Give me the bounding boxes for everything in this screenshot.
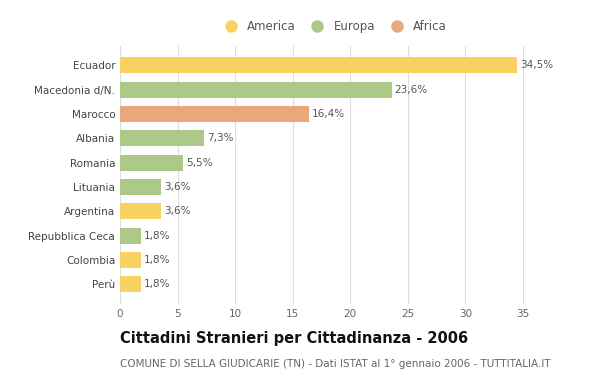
Bar <box>120 57 517 73</box>
Legend: America, Europa, Africa: America, Europa, Africa <box>214 15 452 38</box>
Text: COMUNE DI SELLA GIUDICARIE (TN) - Dati ISTAT al 1° gennaio 2006 - TUTTITALIA.IT: COMUNE DI SELLA GIUDICARIE (TN) - Dati I… <box>120 359 551 369</box>
Bar <box>120 203 161 219</box>
Bar <box>120 276 141 292</box>
Bar <box>120 82 392 98</box>
Text: 5,5%: 5,5% <box>186 158 213 168</box>
Text: 1,8%: 1,8% <box>143 231 170 241</box>
Text: 1,8%: 1,8% <box>143 255 170 265</box>
Bar <box>120 130 204 146</box>
Text: 7,3%: 7,3% <box>207 133 233 143</box>
Bar <box>120 106 309 122</box>
Bar <box>120 155 184 171</box>
Text: 34,5%: 34,5% <box>520 60 553 70</box>
Bar <box>120 252 141 268</box>
Text: 16,4%: 16,4% <box>312 109 345 119</box>
Text: 1,8%: 1,8% <box>143 279 170 289</box>
Text: Cittadini Stranieri per Cittadinanza - 2006: Cittadini Stranieri per Cittadinanza - 2… <box>120 331 468 345</box>
Text: 23,6%: 23,6% <box>395 85 428 95</box>
Bar <box>120 228 141 244</box>
Bar <box>120 179 161 195</box>
Text: 3,6%: 3,6% <box>164 182 191 192</box>
Text: 3,6%: 3,6% <box>164 206 191 216</box>
